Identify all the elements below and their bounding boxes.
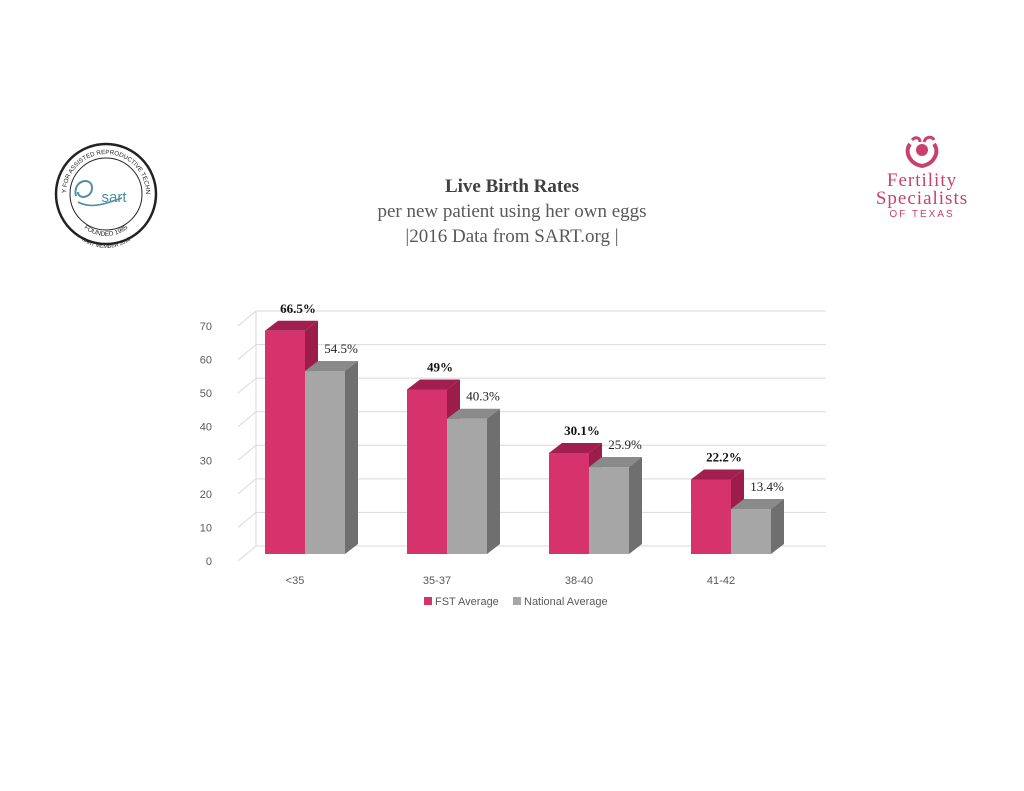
bar-fst-average-top [265,320,318,331]
bar-national-average-top [447,408,500,419]
gridline-diagonal [237,411,257,428]
gridline-diagonal [237,310,257,327]
bar-fst-average-top [407,379,460,390]
gridline-diagonal [237,545,257,562]
bar-fst-average [265,330,305,554]
bar-national-average [731,509,771,554]
bar-national-average-top [589,457,642,468]
gridline-diagonal [237,377,257,394]
bar-national-average-side [771,499,784,554]
bar-fst-average [691,479,731,554]
y-tick-label: 10 [200,522,212,534]
bar-fst-average-top [549,442,602,453]
bar-national-average [305,371,345,554]
legend-swatch-fst [424,597,432,605]
x-tick-label: 35-37 [423,575,451,587]
chart-subtitle: per new patient using her own eggs [377,201,647,222]
data-label-fst: 49% [427,360,453,375]
x-tick-label: 41-42 [707,575,735,587]
sart-logo: SOCIETY FOR ASSISTED REPRODUCTIVE TECHNO… [52,140,158,250]
x-tick-label: <35 [286,575,305,587]
data-label-national: 13.4% [750,479,784,494]
bar-national-average [447,418,487,554]
y-tick-label: 30 [200,455,212,467]
bar-fst-average-top [691,469,744,480]
bar-fst-average [407,389,447,554]
data-label-national: 54.5% [324,341,358,356]
y-tick-label: 70 [200,321,212,333]
fst-logo-line1: Fertility [886,170,958,191]
gridline-diagonal [237,478,257,495]
y-tick-label: 60 [200,355,212,367]
gridline-diagonal [237,344,257,360]
data-label-national: 25.9% [608,437,642,452]
sart-mark-text: sart [101,189,127,206]
fst-logo-line3: OF TEXAS [889,209,955,220]
legend-label-fst: FST Average [435,596,499,608]
data-label-fst: 22.2% [706,449,742,464]
bar-fst-average [549,452,589,554]
bar-national-average-top [731,499,784,510]
hands-heart-icon [905,135,939,169]
data-label-national: 40.3% [466,389,500,404]
chart-title: Live Birth Rates [444,176,580,197]
bar-national-average-side [487,408,500,554]
gridline-diagonal [237,512,257,528]
chart-source: |2016 Data from SART.org | [405,226,619,247]
legend-label-national: National Average [524,596,608,608]
fst-logo-line2: Specialists [875,188,969,209]
gridline-diagonal [237,444,257,461]
y-tick-label: 40 [200,422,212,434]
fst-logo: Fertility Specialists OF TEXAS [860,134,984,220]
data-label-fst: 66.5% [280,301,316,316]
y-tick-label: 50 [200,388,212,400]
bar-national-average-side [629,457,642,554]
legend-swatch-national [513,597,521,605]
y-tick-label: 0 [206,556,212,568]
bar-national-average-side [345,361,358,554]
bar-national-average [589,467,629,554]
x-tick-label: 38-40 [565,575,593,587]
bar-national-average-top [305,361,358,372]
y-tick-label: 20 [200,489,212,501]
data-label-fst: 30.1% [564,423,600,438]
